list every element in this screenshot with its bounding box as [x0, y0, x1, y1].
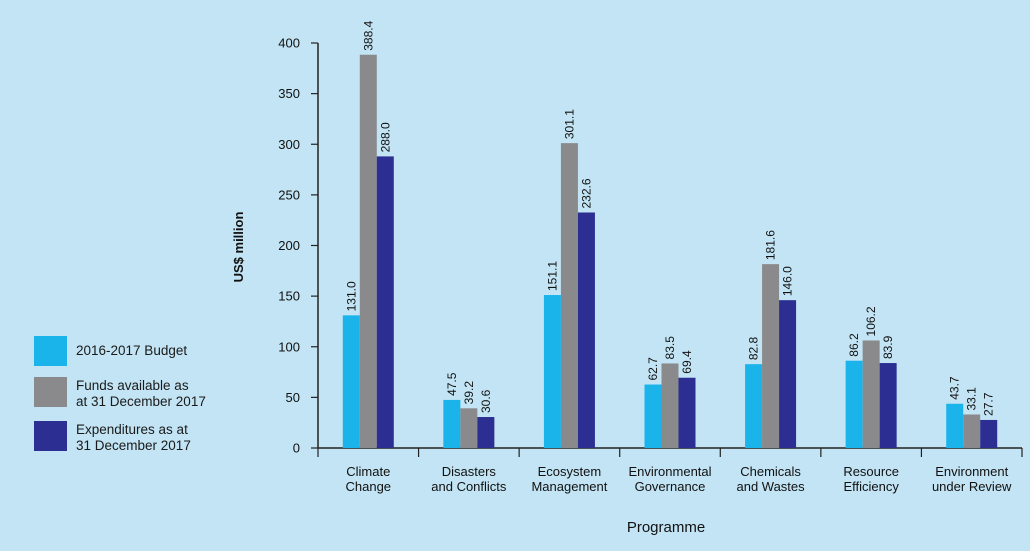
y-tick-label: 0	[293, 441, 300, 456]
bar-value-label: 39.2	[462, 381, 476, 405]
y-tick-label: 300	[278, 137, 300, 152]
legend-item: 2016-2017 Budget	[34, 336, 254, 366]
y-tick-label: 400	[278, 36, 300, 51]
x-axis-title: Programme	[627, 519, 705, 536]
bar-value-label: 131.0	[344, 281, 358, 311]
bar	[779, 300, 797, 448]
x-tick-label: Disasters and Conflicts	[431, 464, 507, 494]
x-tick-label: Environmental Governance	[628, 464, 711, 494]
bar	[342, 315, 360, 448]
bar	[560, 143, 578, 449]
bar	[443, 399, 461, 448]
bar	[359, 54, 377, 449]
bar	[678, 377, 696, 448]
bar-value-label: 62.7	[646, 357, 660, 381]
legend-swatch	[34, 336, 67, 366]
bar	[745, 364, 763, 448]
bar-value-label: 43.7	[948, 376, 962, 400]
bar	[661, 363, 679, 448]
y-tick-label: 100	[278, 339, 300, 354]
bar-value-label: 47.5	[445, 372, 459, 396]
bar-value-label: 86.2	[847, 333, 861, 357]
legend-label: Funds available as at 31 December 2017	[76, 378, 206, 409]
bar-value-label: 106.2	[864, 306, 878, 336]
bar-value-label: 181.6	[764, 230, 778, 260]
bar	[477, 417, 495, 448]
bar-value-label: 69.4	[680, 350, 694, 374]
y-axis: 0 50 100 150 200 250 300 350 400	[278, 36, 319, 456]
bar-value-label: 82.8	[747, 336, 761, 360]
bar-value-label: 151.1	[545, 261, 559, 291]
bar-value-label: 301.1	[562, 109, 576, 139]
bar-value-label: 146.0	[781, 266, 795, 296]
legend-swatch	[34, 421, 67, 451]
x-tick-label: Ecosystem Management	[531, 464, 607, 494]
y-axis-title: US$ million	[231, 212, 246, 283]
legend-swatch	[34, 377, 67, 407]
bar-value-label: 27.7	[982, 392, 996, 416]
bar	[644, 384, 662, 448]
x-tick-label: Climate Change	[346, 464, 392, 494]
bar	[963, 414, 981, 448]
bar-value-label: 83.5	[663, 336, 677, 360]
bar	[577, 212, 595, 448]
legend: 2016-2017 Budget Funds available as at 31…	[34, 336, 254, 465]
bar-value-label: 232.6	[579, 178, 593, 208]
y-tick-label: 250	[278, 187, 300, 202]
legend-label: 2016-2017 Budget	[76, 343, 188, 358]
legend-label: Expenditures as at 31 December 2017	[76, 422, 191, 453]
bar	[543, 295, 561, 448]
bar-value-label: 30.6	[479, 389, 493, 413]
bar-value-label: 388.4	[361, 20, 375, 50]
bar-value-label: 33.1	[965, 387, 979, 411]
bar	[376, 156, 394, 448]
bar-value-label: 288.0	[378, 122, 392, 152]
y-tick-label: 150	[278, 289, 300, 304]
legend-item: Expenditures as at 31 December 2017	[34, 421, 254, 454]
y-tick-label: 200	[278, 238, 300, 253]
bar	[460, 408, 478, 448]
x-tick-label: Resource Efficiency	[843, 464, 899, 494]
bar	[862, 340, 880, 448]
y-tick-label: 50	[286, 390, 300, 405]
bar	[980, 419, 998, 448]
x-tick-label: Chemicals and Wastes	[736, 464, 805, 494]
data-labels: 131.0 388.4 288.0 47.5 39.2 30.6 151.1 301.1 232…	[344, 20, 995, 416]
x-tick-label: Environment under Review	[932, 464, 1012, 494]
x-axis: Climate Change Disasters and Conflicts Ecosy…	[317, 447, 1023, 494]
y-tick-label: 350	[278, 86, 300, 101]
legend-item: Funds available as at 31 December 2017	[34, 377, 254, 410]
bar	[946, 403, 964, 448]
bar	[879, 363, 897, 448]
bars	[342, 54, 998, 449]
bar	[762, 264, 780, 448]
bar	[845, 360, 863, 448]
bar-value-label: 83.9	[881, 335, 895, 359]
